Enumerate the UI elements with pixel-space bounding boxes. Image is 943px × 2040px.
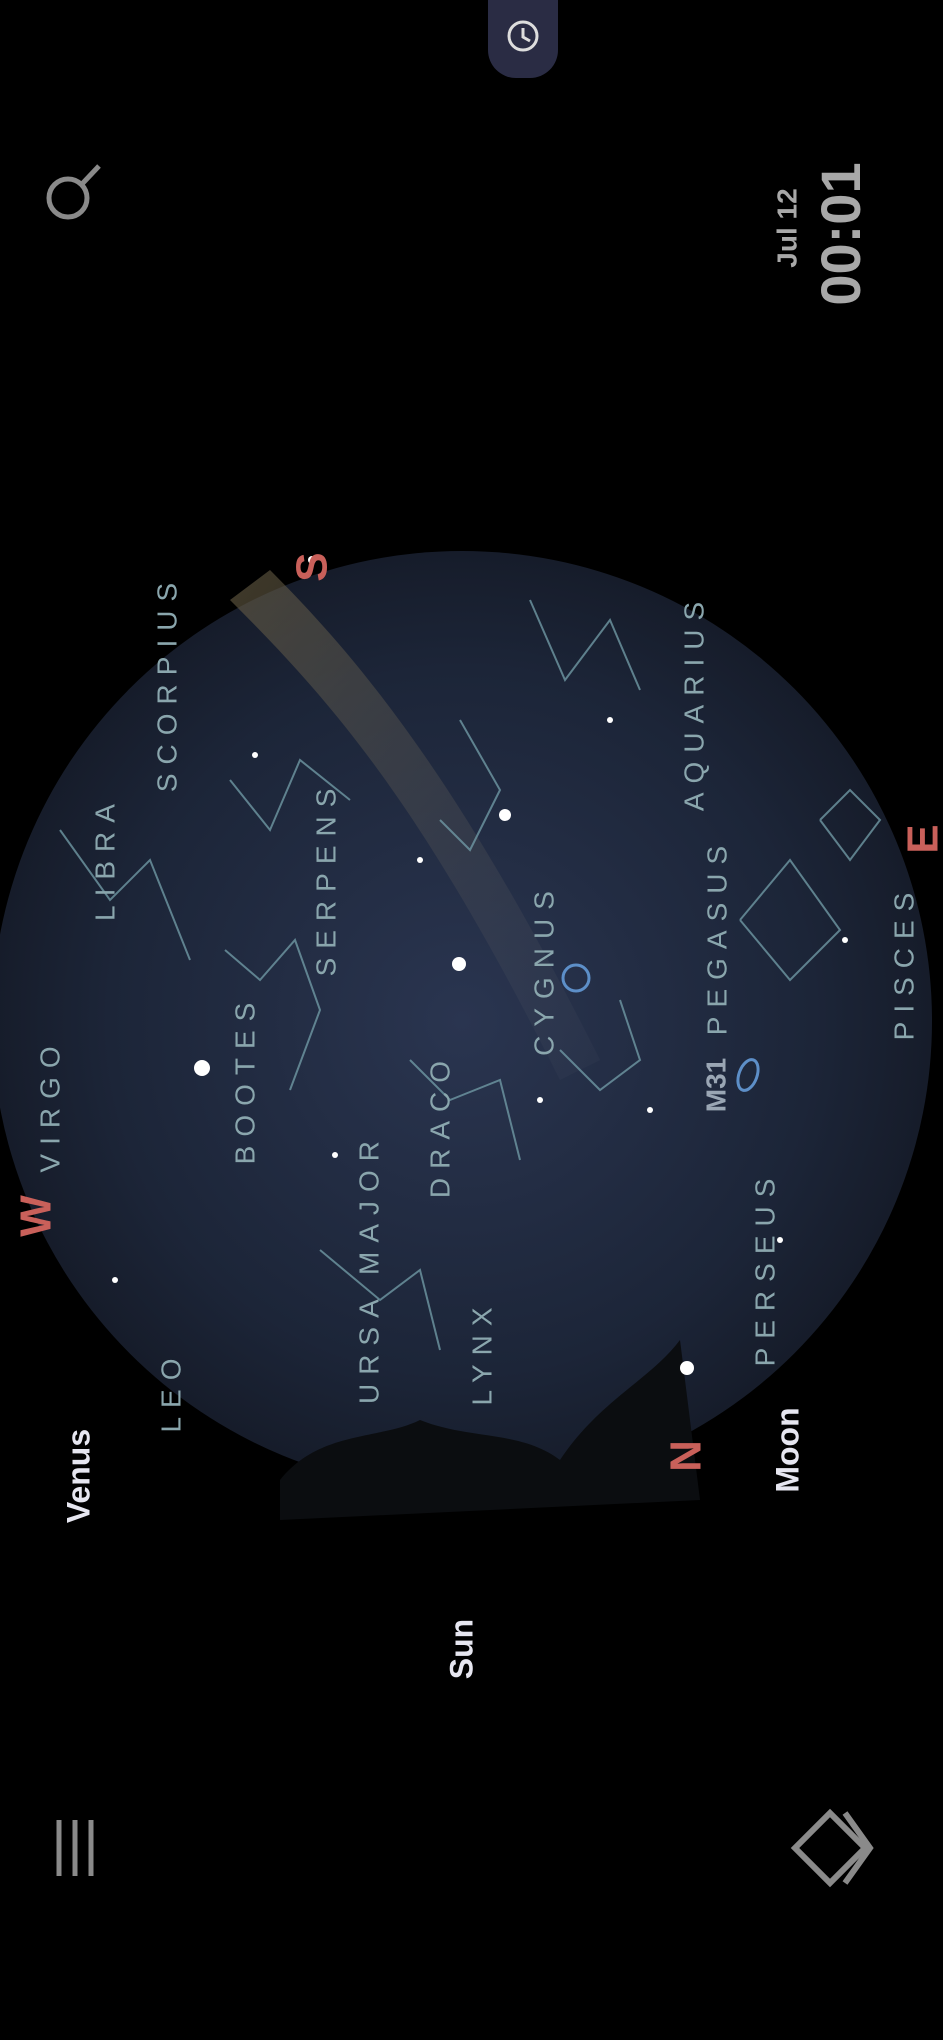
constellation-label[interactable]: PISCES bbox=[888, 884, 919, 1041]
constellation-label[interactable]: AQUARIUS bbox=[678, 593, 709, 811]
constellation-lines bbox=[59, 599, 882, 1351]
constellation-label[interactable]: BOOTES bbox=[229, 994, 260, 1165]
constellation-label[interactable]: SCORPIUS bbox=[151, 574, 182, 792]
planet-label[interactable]: Sun bbox=[443, 1619, 479, 1679]
time-label[interactable]: 00:01 bbox=[809, 162, 872, 305]
cygnus-marker[interactable] bbox=[561, 963, 591, 993]
stars bbox=[112, 556, 848, 1375]
direction-label: E bbox=[899, 824, 943, 853]
horizon-trees bbox=[280, 1340, 700, 1520]
mode-button[interactable] bbox=[790, 1808, 874, 1888]
constellation-label[interactable]: PEGASUS bbox=[701, 837, 732, 1035]
constellation-label[interactable]: VIRGO bbox=[34, 1037, 65, 1172]
constellation-label[interactable]: LYNX bbox=[466, 1298, 497, 1405]
planet-label[interactable]: Venus bbox=[60, 1429, 96, 1523]
planet-label[interactable]: Moon bbox=[769, 1407, 805, 1492]
sky-disk[interactable] bbox=[0, 551, 932, 1491]
m31-marker[interactable] bbox=[734, 1057, 762, 1093]
constellation-label[interactable]: LIBRA bbox=[89, 795, 120, 921]
constellation-label[interactable]: CYGNUS bbox=[528, 882, 559, 1056]
date-label[interactable]: Jul 12 bbox=[771, 188, 802, 267]
deep-sky-label[interactable]: M31 bbox=[700, 1058, 731, 1112]
milky-way bbox=[230, 570, 600, 1080]
menu-button[interactable] bbox=[56, 1820, 94, 1876]
direction-label: S bbox=[288, 552, 337, 581]
constellation-label[interactable]: DRACO bbox=[424, 1052, 455, 1198]
constellation-label[interactable]: URSA MAJOR bbox=[353, 1132, 384, 1404]
direction-label: W bbox=[12, 1195, 61, 1237]
constellation-label[interactable]: PERSEUS bbox=[749, 1170, 780, 1367]
time-tab[interactable] bbox=[488, 0, 558, 78]
constellation-label[interactable]: LEO bbox=[155, 1349, 186, 1432]
direction-label: N bbox=[662, 1440, 711, 1472]
constellation-label[interactable]: SERPENS bbox=[310, 780, 341, 977]
search-button[interactable] bbox=[46, 164, 101, 220]
